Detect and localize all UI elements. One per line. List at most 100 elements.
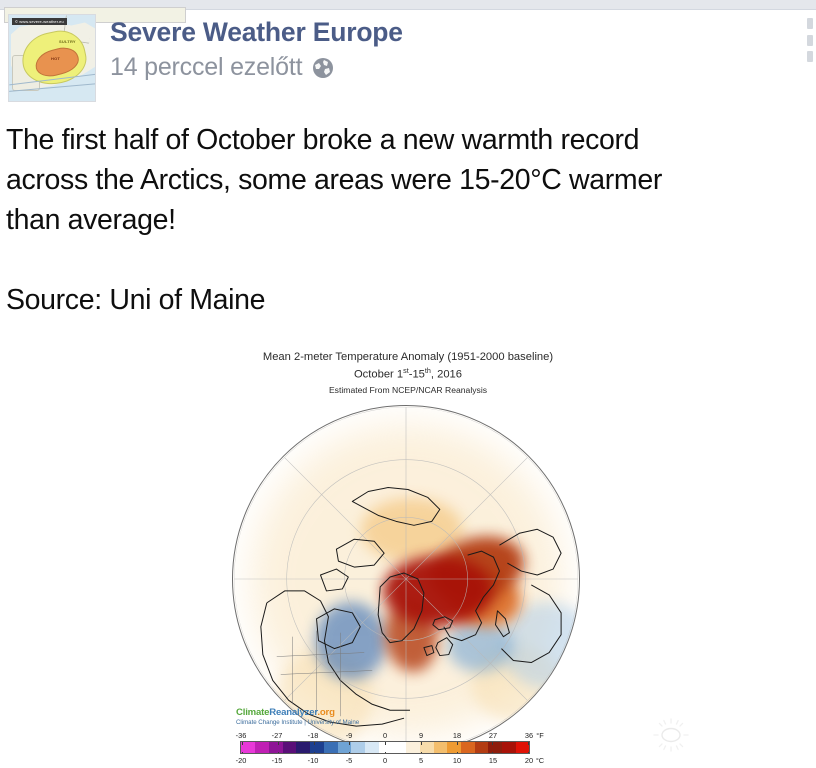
attached-figure[interactable]: Mean 2-meter Temperature Anomaly (1951-2…: [0, 350, 816, 768]
logo-part-org: .org: [317, 707, 335, 718]
colorbar-tick-label: 18: [452, 731, 462, 740]
colorbar-tick: [242, 752, 243, 753]
figure-title-date-pre: October 1: [353, 368, 404, 381]
post-timestamp[interactable]: 14 perccel ezelőtt: [110, 53, 303, 82]
logo-subtitle: Climate Change Institute | University of…: [236, 719, 360, 727]
colorbar-tick-label: 15: [488, 756, 498, 765]
figure-title-sup-st: st: [403, 366, 409, 375]
figure-title-line-1: Mean 2-meter Temperature Anomaly (1951-2…: [262, 351, 554, 363]
colorbar-ticks: [241, 742, 529, 753]
colorbar-tick: [492, 742, 494, 745]
colorbar: -36 -27 -18 -9 0 9 18 27 36 °F -20 -15 -10 -5 0 5 10 15 2…: [236, 731, 560, 767]
post-header: SULTRY HOT © www.severe-weather.eu Sever…: [8, 14, 403, 102]
post-text-line-2: across the Arctics, some areas were 15-2…: [6, 164, 662, 196]
colorbar-segment: [446, 742, 461, 753]
avatar[interactable]: SULTRY HOT © www.severe-weather.eu: [8, 14, 96, 102]
brightness-sun-icon: [650, 714, 692, 756]
colorbar-segment: [515, 742, 529, 753]
colorbar-segment: [323, 742, 338, 753]
edge-indicator-bar: [807, 51, 813, 62]
colorbar-unit-label: °F: [536, 731, 544, 740]
colorbar-gradient: [240, 741, 530, 754]
paragraph-spacer: [6, 240, 796, 280]
anomaly-region: [383, 556, 493, 626]
colorbar-segment: [378, 742, 393, 753]
previous-post-edge: [0, 0, 816, 23]
avatar-hot-label: HOT: [51, 56, 61, 61]
climate-reanalyzer-logo[interactable]: ClimateReanalyzer.org Climate Change Ins…: [236, 707, 360, 727]
figure-title-sup-th: th: [424, 366, 431, 375]
colorbar-fahrenheit-labels: -36 -27 -18 -9 0 9 18 27 36 °F: [236, 731, 560, 741]
colorbar-segment: [350, 742, 365, 753]
colorbar-segment: [268, 742, 283, 753]
coastline-overlay: [233, 406, 579, 752]
colorbar-tick: [277, 742, 279, 745]
colorbar-tick-label: 0: [382, 731, 388, 740]
colorbar-tick-label: 20: [524, 756, 534, 765]
colorbar-segment: [433, 742, 448, 753]
colorbar-segment: [405, 742, 420, 753]
colorbar-celsius-labels: -20 -15 -10 -5 0 5 10 15 20 °C: [236, 756, 560, 766]
anomaly-region: [447, 620, 513, 672]
globe-icon: [311, 56, 335, 80]
logo-wordmark: ClimateReanalyzer.org: [236, 707, 359, 718]
figure-titles: Mean 2-meter Temperature Anomaly (1951-2…: [0, 350, 816, 397]
colorbar-tick: [528, 742, 529, 745]
colorbar-tick: [313, 752, 315, 753]
colorbar-segment: [460, 742, 475, 753]
colorbar-tick: [385, 752, 386, 753]
colorbar-segment: [254, 742, 269, 753]
edge-indicator-bar: [807, 18, 813, 29]
logo-part-climate: Climate: [236, 707, 270, 718]
anomaly-region: [315, 602, 387, 680]
colorbar-tick: [420, 752, 422, 753]
colorbar-tick-label: -5: [345, 756, 353, 765]
colorbar-tick: [313, 742, 315, 745]
colorbar-segment: [501, 742, 516, 753]
figure-title-date-post: , 2016: [430, 368, 462, 381]
post-body: The first half of October broke a new wa…: [6, 120, 796, 320]
colorbar-tick: [456, 742, 458, 745]
colorbar-segment: [487, 742, 503, 753]
colorbar-tick: [420, 742, 422, 745]
colorbar-tick-label: -10: [307, 756, 319, 765]
scroll-edge-indicator[interactable]: [807, 18, 813, 62]
colorbar-tick-label: -9: [345, 731, 353, 740]
post-text-line-3: than average!: [6, 204, 176, 236]
colorbar-tick: [492, 752, 494, 753]
colorbar-tick-label: 10: [452, 756, 462, 765]
colorbar-tick-label: 9: [418, 731, 424, 740]
colorbar-tick: [242, 742, 243, 745]
timestamp-row: 14 perccel ezelőtt: [110, 54, 403, 82]
colorbar-segment: [282, 742, 297, 753]
colorbar-tick-label: -27: [271, 731, 283, 740]
colorbar-segment: [295, 742, 311, 753]
colorbar-tick: [349, 752, 351, 753]
avatar-sultry-label: SULTRY: [59, 39, 76, 44]
colorbar-tick-label: 5: [418, 756, 424, 765]
colorbar-tick-label: -20: [235, 756, 247, 765]
post-source-text: Source: Uni of Maine: [6, 284, 266, 316]
globe-map[interactable]: [232, 405, 580, 753]
avatar-watermark: © www.severe-weather.eu: [12, 18, 67, 25]
colorbar-tick: [528, 752, 529, 753]
colorbar-tick: [456, 752, 458, 753]
figure-title-line-2: October 1st-15th, 2016: [0, 364, 816, 382]
post-text-line-1: The first half of October broke a new wa…: [6, 124, 640, 156]
colorbar-segment: [241, 742, 256, 753]
colorbar-tick: [349, 742, 351, 745]
colorbar-segment: [474, 742, 489, 753]
globe-disc: [232, 405, 580, 753]
colorbar-segment: [391, 742, 407, 753]
figure-title-date-mid: -15: [408, 368, 425, 381]
colorbar-tick: [277, 752, 279, 753]
colorbar-segment: [364, 742, 379, 753]
colorbar-tick: [385, 742, 386, 745]
colorbar-tick-label: 27: [488, 731, 498, 740]
page-name[interactable]: Severe Weather Europe: [110, 17, 403, 47]
colorbar-tick-label: 36: [524, 731, 534, 740]
figure-title-line-3: Estimated From NCEP/NCAR Reanalysis: [328, 384, 488, 395]
colorbar-tick-label: -18: [307, 731, 319, 740]
colorbar-tick-label: -15: [271, 756, 283, 765]
